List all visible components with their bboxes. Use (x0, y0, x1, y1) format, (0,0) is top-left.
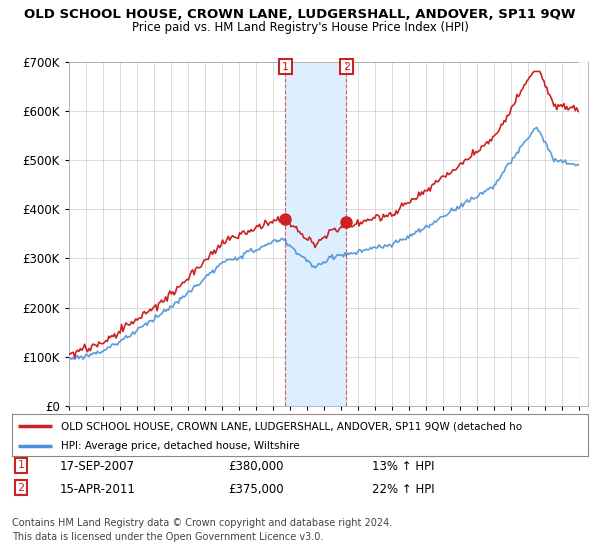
Text: 13% ↑ HPI: 13% ↑ HPI (372, 460, 434, 473)
Text: £380,000: £380,000 (228, 460, 284, 473)
Text: 2: 2 (343, 62, 350, 72)
Text: OLD SCHOOL HOUSE, CROWN LANE, LUDGERSHALL, ANDOVER, SP11 9QW: OLD SCHOOL HOUSE, CROWN LANE, LUDGERSHAL… (24, 8, 576, 21)
Text: 2: 2 (17, 483, 25, 493)
Text: 22% ↑ HPI: 22% ↑ HPI (372, 483, 434, 496)
Bar (286, 62, 346, 406)
Text: 17-SEP-2007: 17-SEP-2007 (60, 460, 135, 473)
Text: OLD SCHOOL HOUSE, CROWN LANE, LUDGERSHALL, ANDOVER, SP11 9QW (detached ho: OLD SCHOOL HOUSE, CROWN LANE, LUDGERSHAL… (61, 421, 522, 431)
Text: 1: 1 (282, 62, 289, 72)
Text: 15-APR-2011: 15-APR-2011 (60, 483, 136, 496)
Text: Contains HM Land Registry data © Crown copyright and database right 2024.
This d: Contains HM Land Registry data © Crown c… (12, 518, 392, 542)
Text: 1: 1 (17, 460, 25, 470)
Text: Price paid vs. HM Land Registry's House Price Index (HPI): Price paid vs. HM Land Registry's House … (131, 21, 469, 34)
Text: HPI: Average price, detached house, Wiltshire: HPI: Average price, detached house, Wilt… (61, 441, 299, 451)
Text: £375,000: £375,000 (228, 483, 284, 496)
Bar (580, 62, 590, 406)
